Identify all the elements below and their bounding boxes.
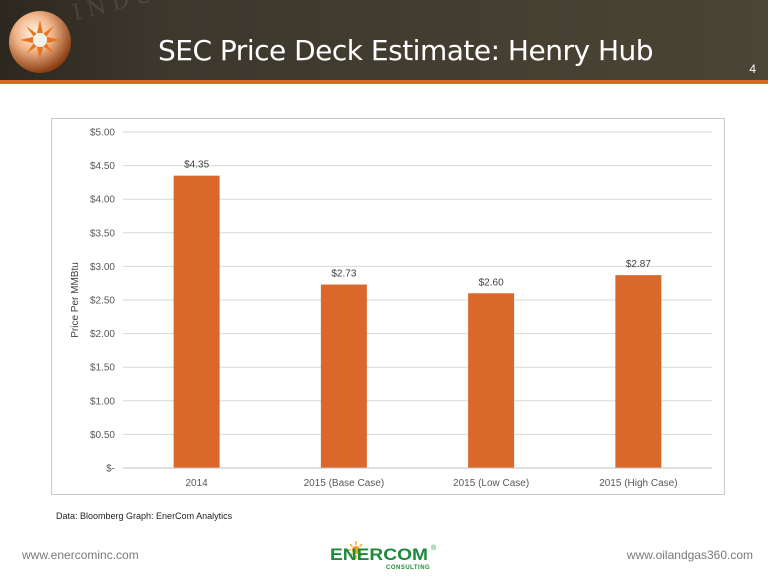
y-tick-label: $5.00 bbox=[90, 128, 115, 139]
y-tick-label: $2.50 bbox=[90, 296, 115, 307]
bar-value-label: $2.73 bbox=[331, 269, 356, 280]
y-tick-label: $1.50 bbox=[90, 363, 115, 374]
bar-value-label: $2.87 bbox=[626, 259, 651, 270]
y-tick-label: $4.00 bbox=[90, 195, 115, 206]
y-tick-label: $1.00 bbox=[90, 396, 115, 407]
sun-globe-logo-icon bbox=[9, 11, 71, 73]
header-accent-stripe bbox=[0, 80, 768, 84]
y-tick-label: $4.50 bbox=[90, 161, 115, 172]
y-tick-label: $- bbox=[106, 464, 115, 475]
y-tick-label: $0.50 bbox=[90, 430, 115, 441]
x-tick-label: 2014 bbox=[186, 478, 209, 489]
logo-sub-text: CONSULTING bbox=[386, 565, 430, 571]
enercom-sun-icon bbox=[347, 541, 365, 559]
logo-registered-mark: ® bbox=[431, 544, 437, 552]
y-tick-label: $3.50 bbox=[90, 228, 115, 239]
enercom-logo: ENERCOM ® CONSULTING bbox=[330, 541, 437, 571]
source-note: Data: Bloomberg Graph: EnerCom Analytics bbox=[56, 511, 233, 521]
henry-hub-bar-chart: $- $0.50 $1.00 $1.50 $2.00 $2.50 $3.00 $3.50 $4.… bbox=[70, 128, 712, 489]
x-tick-label: 2015 (Base Case) bbox=[304, 478, 385, 489]
bar-value-label: $2.60 bbox=[479, 277, 504, 288]
page-title: SEC Price Deck Estimate: Henry Hub bbox=[158, 34, 654, 67]
page-number: 4 bbox=[749, 62, 756, 76]
logo-main-text: ENERCOM bbox=[330, 545, 428, 564]
footer-right-link[interactable]: www.oilandgas360.com bbox=[626, 548, 753, 562]
chart-frame: $- $0.50 $1.00 $1.50 $2.00 $2.50 $3.00 $3.50 $4.… bbox=[51, 118, 725, 495]
x-tick-label: 2015 (High Case) bbox=[599, 478, 677, 489]
y-tick-label: $3.00 bbox=[90, 262, 115, 273]
footer-left-link[interactable]: www.enercominc.com bbox=[22, 548, 139, 562]
header-bar: INDUSTRY SEC Price Deck Estimate: Henry … bbox=[0, 0, 768, 80]
y-tick-label: $2.00 bbox=[90, 329, 115, 340]
bar bbox=[615, 275, 662, 468]
x-tick-label: 2015 (Low Case) bbox=[453, 478, 529, 489]
bar-value-label: $4.35 bbox=[184, 160, 209, 171]
bar bbox=[468, 293, 515, 468]
bar bbox=[173, 175, 220, 468]
bar bbox=[320, 284, 367, 468]
header-watermark: INDUSTRY bbox=[70, 0, 243, 26]
y-axis-title: Price Per MMBtu bbox=[70, 262, 81, 338]
